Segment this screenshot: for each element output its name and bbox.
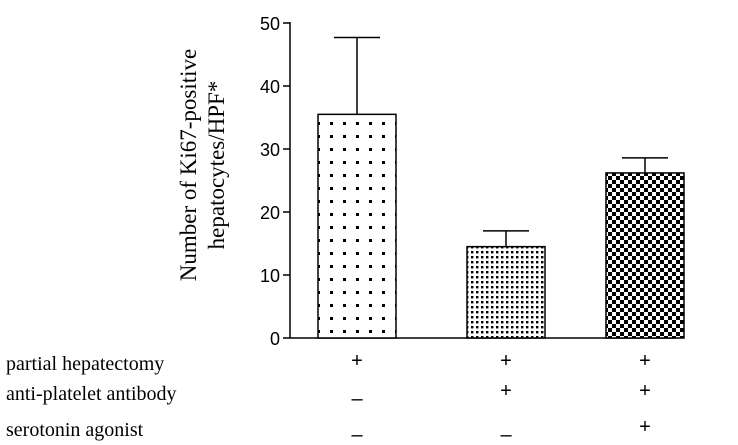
- bars: [317, 113, 685, 339]
- error-bars: [334, 36, 668, 247]
- bar-3: [605, 172, 685, 339]
- condition-mark: –: [500, 424, 512, 445]
- condition-mark: +: [639, 380, 651, 402]
- y-tick-label: 0: [270, 329, 280, 349]
- condition-mark: +: [500, 380, 512, 402]
- condition-label: serotonin agonist: [6, 419, 144, 441]
- condition-mark: +: [500, 350, 512, 372]
- condition-label: anti-platelet antibody: [6, 383, 177, 405]
- y-tick-label: 50: [260, 14, 280, 34]
- y-tick-label: 20: [260, 203, 280, 223]
- y-axis-title-line2: hepatocytes/HPF*: [204, 81, 229, 250]
- condition-table: partial hepatectomy + + + anti-platelet anti…: [6, 350, 651, 445]
- condition-label: partial hepatectomy: [6, 353, 164, 375]
- condition-mark: –: [351, 424, 363, 445]
- y-tick-label: 30: [260, 140, 280, 160]
- condition-mark: +: [639, 416, 651, 438]
- bar-1: [317, 113, 397, 339]
- condition-mark: +: [351, 350, 363, 372]
- bar-2: [466, 245, 546, 339]
- y-tick-label: 10: [260, 266, 280, 286]
- y-tick-label: 40: [260, 77, 280, 97]
- condition-mark: +: [639, 350, 651, 372]
- condition-mark: –: [351, 388, 363, 410]
- y-axis-title-line1: Number of Ki67-positive: [176, 49, 201, 282]
